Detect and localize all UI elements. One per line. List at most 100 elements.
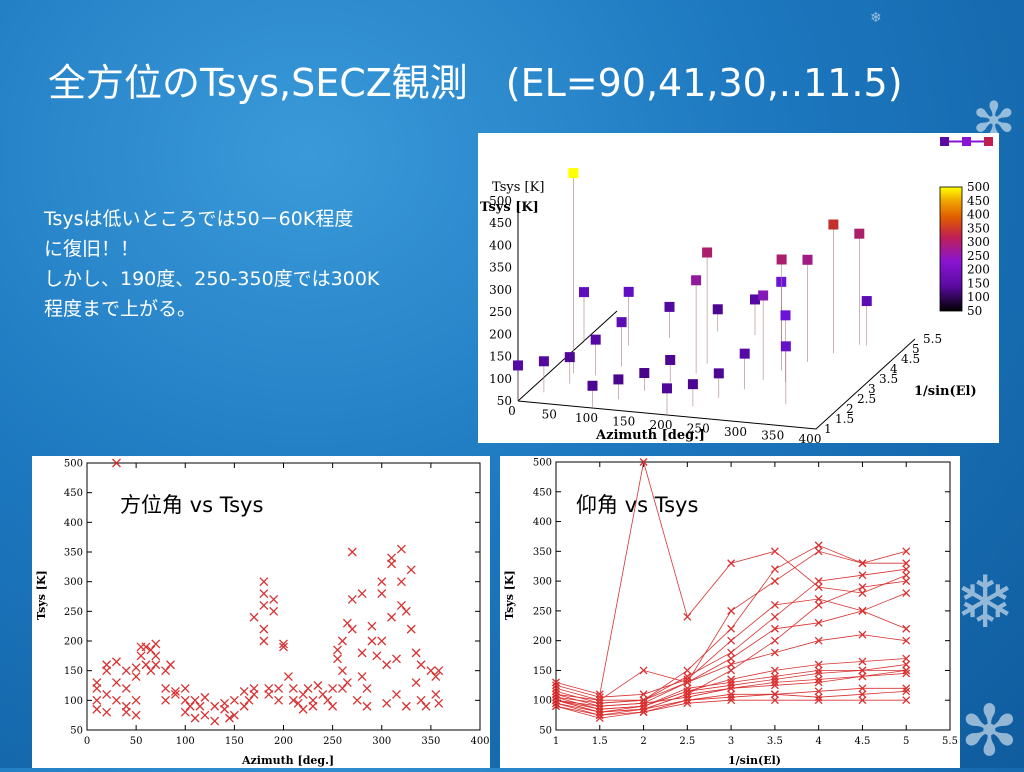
data-point	[288, 684, 298, 693]
data-point	[406, 565, 416, 575]
data-point	[274, 695, 284, 705]
3d-data-point	[712, 304, 723, 315]
z-tick-label: 150	[489, 350, 512, 364]
data-point	[434, 666, 444, 676]
data-point	[770, 547, 779, 556]
data-point	[727, 696, 736, 705]
slide-note: Tsysは低いところでは50－60K程度 に復旧！！ しかし、190度、250-…	[44, 204, 464, 324]
x-tick-label: 1.5	[592, 736, 608, 747]
x-tick-label: 3	[728, 736, 734, 747]
x-tick-label: 5	[903, 736, 909, 747]
y-tick-label: 250	[64, 607, 83, 618]
data-point	[639, 696, 648, 705]
data-point	[727, 666, 736, 675]
y-tick-label: 3	[868, 382, 876, 396]
data-point	[595, 711, 604, 720]
x-axis-label: Azimuth [deg.]	[595, 428, 705, 443]
data-point	[770, 666, 779, 675]
y-axis-label: Tsys [K]	[503, 570, 516, 620]
data-point	[683, 687, 692, 696]
data-point	[342, 618, 352, 628]
3d-data-point	[664, 301, 675, 312]
data-point	[902, 571, 911, 580]
data-point	[814, 595, 823, 603]
data-point	[902, 589, 911, 597]
data-point	[434, 698, 444, 708]
data-point	[770, 690, 779, 699]
data-point	[770, 636, 779, 645]
x-tick-label: 350	[761, 429, 784, 443]
data-point	[727, 624, 736, 633]
x-tick-label: 2	[640, 736, 646, 747]
data-point	[274, 684, 284, 693]
note-line: 程度まで上がる。	[44, 298, 197, 320]
colorbar-tick-label: 300	[967, 235, 990, 249]
y-tick-label: 450	[533, 487, 552, 498]
data-point	[328, 684, 338, 693]
3d-data-point	[538, 356, 549, 367]
z-tick-label: 100	[489, 372, 512, 386]
data-point	[180, 695, 190, 705]
data-point	[367, 621, 377, 631]
x-tick-label: 100	[575, 411, 598, 425]
data-point	[131, 695, 141, 705]
y-tick-label: 300	[533, 577, 552, 588]
chart-3d-panel: 0 50 100 150 200 250 300 350 400 1 1.5 2 2.5 3 3.5 4 4.5…	[478, 133, 999, 443]
data-point	[406, 624, 416, 634]
data-point	[367, 636, 377, 646]
data-point	[770, 577, 779, 586]
x-tick-label: 50	[542, 408, 557, 422]
3d-data-point	[623, 286, 634, 297]
data-point	[362, 701, 372, 711]
note-line: Tsysは低いところでは50－60K程度	[44, 208, 354, 230]
colorbar-tick-label: 100	[967, 290, 990, 304]
data-point	[683, 696, 692, 705]
data-point	[858, 684, 867, 693]
data-point	[814, 583, 823, 592]
data-point	[121, 684, 131, 693]
z-tick-label: 350	[489, 261, 512, 275]
data-point	[200, 710, 210, 720]
data-point	[92, 695, 102, 705]
data-point	[902, 565, 911, 574]
data-point	[170, 686, 180, 696]
data-point	[858, 657, 867, 666]
data-point	[858, 559, 867, 568]
data-point	[683, 693, 692, 702]
3d-data-point	[780, 310, 791, 321]
x-axis-label: 1/sin(El)	[728, 754, 781, 767]
z-tick-label: 250	[489, 305, 512, 319]
data-point	[902, 577, 911, 586]
y-tick-label: 100	[64, 696, 83, 707]
data-point	[141, 660, 151, 670]
data-point	[352, 695, 362, 705]
y-tick-label: 350	[533, 547, 552, 558]
data-point	[902, 684, 911, 693]
data-point	[239, 686, 249, 696]
data-point	[249, 612, 259, 622]
y-tick-label: 400	[64, 518, 83, 529]
data-point	[595, 714, 604, 723]
data-point	[814, 675, 823, 684]
z-tick-label: 500	[489, 194, 512, 208]
3d-data-point	[590, 334, 601, 345]
data-point	[151, 660, 161, 670]
x-tick-label: 4	[815, 736, 821, 747]
y-tick-label: 1.5	[835, 412, 854, 426]
z-axis-label: Tsys [K]	[492, 180, 544, 195]
y-tick-label: 400	[533, 517, 552, 528]
3d-data-point	[691, 275, 702, 286]
series-line	[555, 634, 907, 701]
data-point	[902, 636, 911, 645]
y-tick-label: 250	[533, 606, 552, 617]
data-point	[902, 696, 911, 705]
data-point	[552, 681, 560, 690]
data-point	[269, 606, 279, 616]
data-point	[102, 689, 112, 699]
data-point	[146, 645, 156, 655]
note-line: に復旧！！	[44, 238, 140, 260]
3d-data-point	[513, 360, 523, 371]
3d-data-point	[579, 287, 589, 298]
data-point	[146, 666, 156, 676]
3d-data-point	[687, 379, 698, 390]
